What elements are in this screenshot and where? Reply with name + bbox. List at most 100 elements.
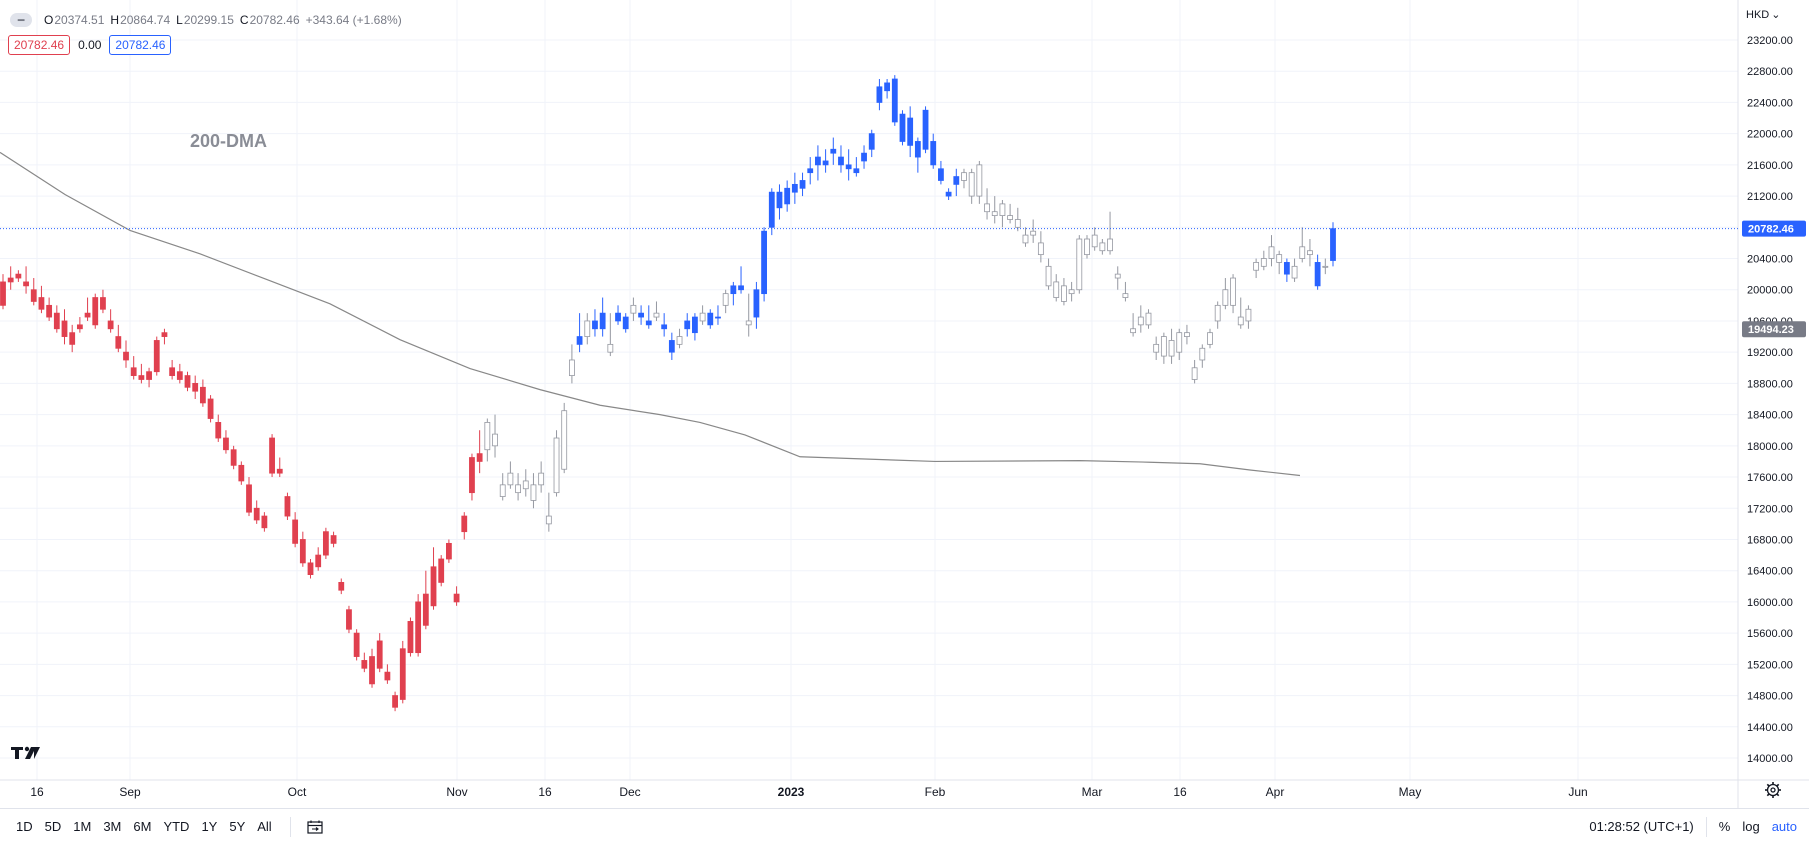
legend-close: C 20782.46	[239, 13, 300, 27]
candle	[1145, 309, 1152, 329]
candle	[522, 469, 529, 497]
candle	[1084, 235, 1090, 259]
candle	[130, 356, 137, 380]
candle	[991, 196, 998, 224]
candle	[899, 110, 906, 146]
y-tick-label: 18800.00	[1747, 378, 1793, 390]
candle	[638, 305, 644, 325]
y-tick-label: 19200.00	[1747, 347, 1793, 359]
log-scale-toggle[interactable]: log	[1742, 819, 1760, 834]
candle	[914, 137, 921, 173]
y-tick-label: 22800.00	[1747, 66, 1793, 78]
auto-scale-toggle[interactable]: auto	[1771, 819, 1797, 834]
range-3m-button[interactable]: 3M	[103, 819, 122, 834]
y-tick-label: 22400.00	[1747, 97, 1793, 109]
settings-gear-icon[interactable]	[1764, 781, 1782, 799]
candle	[330, 531, 337, 548]
price-chart[interactable]: 23200.00 22800.00 22400.00 22000.00 21600.00…	[0, 0, 1809, 808]
candle	[499, 473, 506, 501]
range-6m-button[interactable]: 6M	[133, 819, 152, 834]
sell-price-box[interactable]: 20782.46	[8, 35, 71, 55]
candle	[1260, 250, 1267, 271]
x-tick-label: Dec	[619, 785, 640, 799]
ohlc-legend: ━ O 20374.51 H 20864.74 L 20299.15 C 20782.4…	[10, 10, 402, 30]
candle	[984, 188, 990, 220]
right-controls: 01:28:52 (UTC+1) % log auto	[1589, 816, 1809, 837]
candle	[768, 188, 775, 236]
candle	[553, 430, 560, 497]
candle	[1222, 278, 1229, 310]
candle	[1030, 219, 1037, 243]
x-tick-label: 2023	[778, 785, 805, 799]
candle	[184, 371, 191, 392]
candle	[476, 430, 483, 474]
range-5y-button[interactable]: 5Y	[229, 819, 246, 834]
candle	[76, 317, 83, 333]
candle	[692, 313, 698, 341]
candle	[223, 430, 229, 454]
ma-annotation-label: 200-DMA	[190, 131, 267, 151]
range-1y-button[interactable]: 1Y	[201, 819, 218, 834]
percent-scale-toggle[interactable]: %	[1718, 819, 1731, 834]
candle	[430, 547, 437, 610]
buy-price-box[interactable]: 20782.46	[109, 35, 172, 55]
collapse-legend-button[interactable]: ━	[10, 13, 32, 27]
candle	[253, 500, 260, 524]
candle	[1253, 258, 1260, 279]
candle	[876, 79, 883, 111]
y-tick-label: 14000.00	[1747, 753, 1793, 765]
candle	[515, 473, 521, 501]
currency-selector[interactable]: HKD ⌄	[1746, 8, 1781, 22]
candle	[61, 309, 68, 345]
candle	[615, 305, 621, 325]
candle	[1068, 281, 1075, 302]
candle	[230, 445, 237, 470]
candle	[799, 172, 806, 197]
candle	[284, 492, 291, 520]
toolbar-divider	[289, 816, 291, 837]
candle	[1022, 227, 1029, 247]
candle	[784, 180, 791, 212]
candle	[1053, 274, 1060, 302]
candle	[353, 629, 360, 661]
candle	[976, 160, 983, 204]
candle	[238, 461, 245, 485]
goto-date-calendar-icon[interactable]	[307, 820, 323, 834]
current-price-tag	[1742, 220, 1806, 237]
candle	[1061, 278, 1067, 306]
legend-low: L 20299.15	[176, 13, 234, 27]
range-1m-button[interactable]: 1M	[73, 819, 92, 834]
candle	[1230, 274, 1236, 314]
candle	[1207, 328, 1213, 349]
candle	[1314, 254, 1321, 290]
candle	[822, 149, 829, 173]
candle	[1276, 250, 1283, 275]
candle	[322, 527, 329, 559]
y-tick-label: 18400.00	[1747, 410, 1793, 422]
candle	[199, 379, 206, 407]
range-5d-button[interactable]: 5D	[44, 819, 62, 834]
current-price-label: 20782.46	[1748, 224, 1794, 236]
candle	[1291, 258, 1298, 282]
y-tick-label: 17200.00	[1747, 503, 1793, 515]
y-tick-label: 20000.00	[1747, 285, 1793, 297]
candle	[1007, 203, 1014, 224]
candle	[861, 145, 867, 169]
y-tick-label: 21200.00	[1747, 191, 1793, 203]
candle	[1153, 336, 1160, 360]
chevron-down-icon: ⌄	[1771, 9, 1781, 21]
candle	[30, 278, 37, 306]
candle	[276, 457, 283, 478]
candle	[7, 266, 14, 290]
candle	[645, 305, 652, 329]
candle	[146, 367, 152, 388]
range-all-button[interactable]: All	[257, 819, 272, 834]
candle	[968, 168, 975, 204]
range-ytd-button[interactable]: YTD	[163, 819, 190, 834]
timezone-clock[interactable]: 01:28:52 (UTC+1)	[1589, 819, 1694, 834]
candle	[1137, 305, 1144, 333]
range-1d-button[interactable]: 1D	[16, 819, 33, 834]
candle	[884, 79, 891, 99]
spread-value: 0.00	[78, 38, 102, 52]
x-tick-label: Feb	[925, 785, 946, 799]
